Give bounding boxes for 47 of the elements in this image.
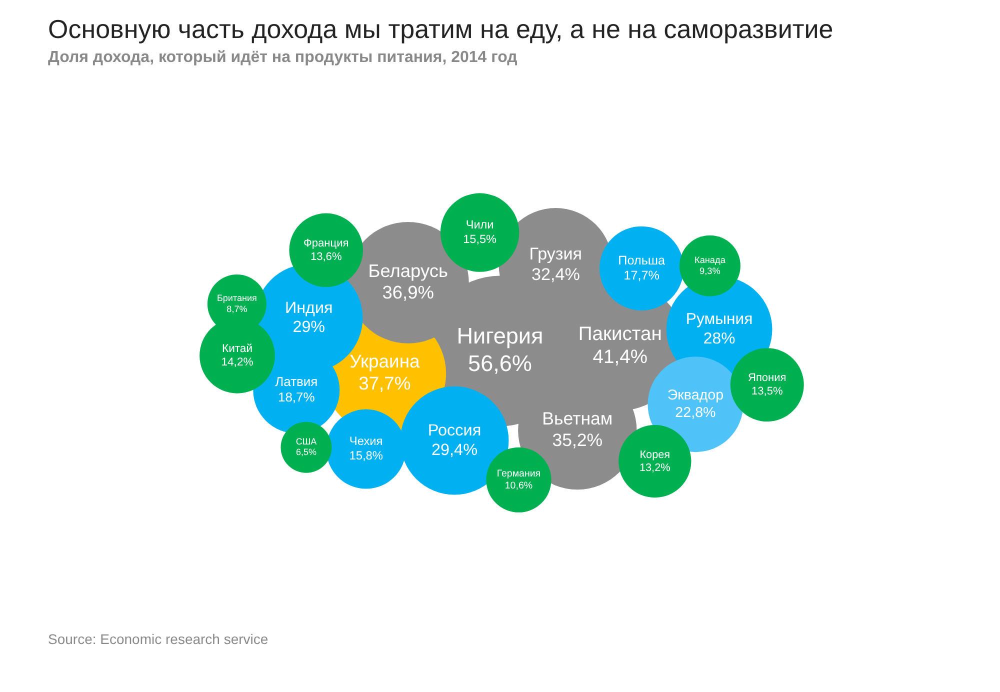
category-label: Россия [428,421,482,440]
data-label: 22,8% [675,404,716,421]
category-label: Чехия [349,434,383,448]
category-label: Польша [618,253,666,268]
category-label: Пакистан [578,324,662,345]
category-label: Франция [303,238,349,250]
data-label: 36,9% [382,282,434,303]
category-label: Беларусь [368,260,448,281]
category-label: Британия [217,293,257,304]
data-label: 37,7% [358,372,411,394]
category-label: Япония [748,372,786,384]
data-label: 18,7% [278,390,316,405]
category-label: Украина [350,350,420,372]
data-label: 35,2% [552,430,603,450]
data-label: 32,4% [531,264,580,284]
data-label: 29% [292,318,326,336]
category-label: Румыния [686,311,753,328]
category-label: Вьетнам [542,408,613,429]
data-label: 13,2% [639,462,671,474]
data-label: 28% [703,330,736,348]
data-label: 15,8% [349,448,384,462]
data-label: 9,3% [700,266,720,276]
category-label: Грузия [529,244,582,264]
category-label: Индия [285,298,333,317]
category-label: Германия [496,468,541,480]
data-label: 14,2% [221,356,254,369]
category-label: Канада [694,254,726,265]
data-label: 10,6% [504,480,533,492]
data-label: 8,7% [226,304,248,314]
category-label: Китай [222,343,253,356]
data-label: 29,4% [431,440,478,459]
data-label: 13,6% [310,250,342,263]
data-label: 56,6% [468,350,532,376]
category-label: Корея [640,448,670,461]
source-note: Source: Economic research service [47,631,270,647]
data-label: 41,4% [592,347,648,368]
data-label: 17,7% [624,268,660,282]
text: Основную часть дохода мы тратим на еду, а не на саморазвитие [47,13,834,46]
category-label: Эквадор [667,388,724,404]
data-label: 6,5% [296,447,316,458]
category-label: Чили [466,218,494,232]
category-label: США [296,436,317,446]
category-label: Нигерия [456,324,544,349]
text: Доля дохода, который идёт на продукты питания, 2014 год [47,49,518,67]
category-label: Латвия [275,374,318,389]
data-label: 15,5% [463,232,498,246]
data-label: 13,5% [752,385,783,398]
